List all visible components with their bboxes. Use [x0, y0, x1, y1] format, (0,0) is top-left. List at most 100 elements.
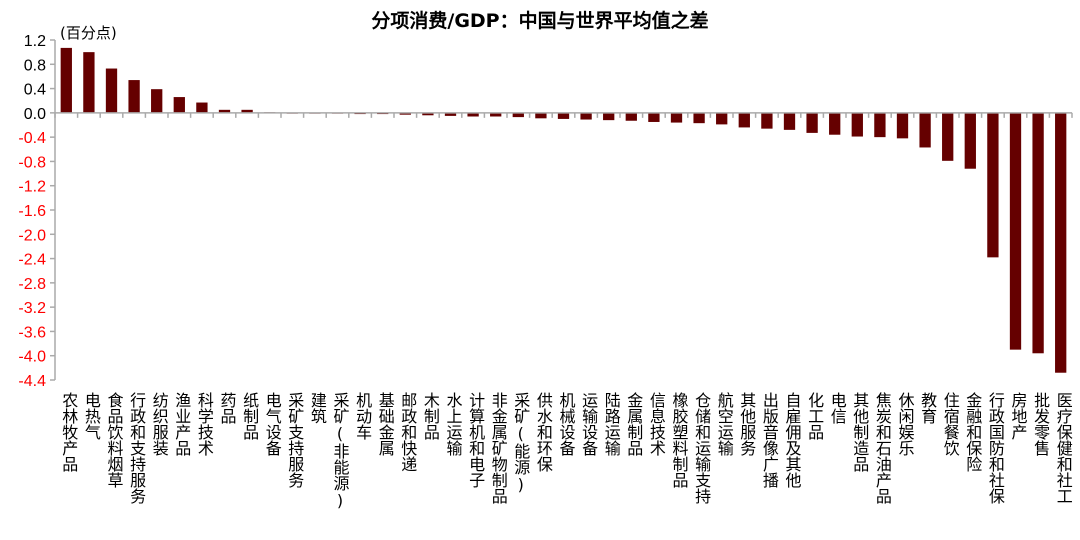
x-category-label: 金属制品: [624, 392, 644, 456]
bar: [151, 89, 163, 113]
bar: [829, 112, 841, 135]
x-category-label: 自雇佣及其他: [782, 392, 802, 488]
bar: [648, 112, 660, 122]
bar: [399, 112, 411, 115]
x-category-label: 渔业产品: [172, 392, 192, 456]
bar: [490, 112, 502, 117]
x-category-label: 其他制造品: [850, 392, 870, 472]
x-category-label: 机动车: [353, 392, 373, 440]
x-category-label: 非金属矿物制品: [488, 392, 508, 504]
x-category-label: 运输设备: [579, 392, 599, 456]
y-tick-label: 0.4: [24, 82, 46, 99]
bar: [1009, 112, 1022, 350]
bar: [919, 112, 931, 148]
x-category-label: 采矿(能源): [511, 392, 531, 494]
x-category-label: 纸制品: [240, 392, 260, 440]
x-category-label: 采矿支持服务: [285, 392, 305, 488]
bar: [670, 112, 683, 123]
bar: [422, 112, 434, 116]
x-category-label: 电热气: [81, 392, 101, 440]
bar: [128, 80, 140, 113]
y-tick-label: -4.4: [18, 373, 46, 390]
bar: [1032, 112, 1044, 354]
x-category-label: 出版音像广播: [759, 392, 779, 488]
y-tick-label: 1.2: [24, 33, 46, 50]
bar: [851, 112, 863, 137]
x-category-label: 木制品: [420, 392, 440, 440]
y-tick-label: -0.4: [18, 130, 46, 147]
x-category-label: 橡胶塑料制品: [669, 392, 689, 488]
bar: [783, 112, 796, 130]
x-category-label: 农林牧产品: [59, 392, 79, 472]
x-category-label: 电信: [827, 392, 847, 424]
x-category-label: 医疗保健和社工: [1053, 392, 1073, 504]
y-tick-label: -1.6: [18, 203, 46, 220]
bar: [738, 112, 750, 128]
x-category-label: 仓储和运输支持: [692, 392, 712, 504]
x-category-label: 纺织服装: [149, 392, 169, 456]
bar: [1055, 112, 1067, 373]
bar: [444, 112, 457, 116]
x-category-label: 房地产: [1008, 392, 1028, 440]
y-tick-label: -2.0: [18, 227, 46, 244]
x-category-label: 科学技术: [194, 392, 214, 456]
y-tick-label: -4.0: [18, 349, 46, 366]
x-category-label: 建筑: [307, 392, 327, 424]
x-category-label: 邮政和快递: [398, 392, 418, 472]
x-category-label: 金融和保险: [963, 392, 983, 472]
x-category-label: 信息技术: [646, 392, 666, 456]
x-category-label: 药品: [217, 392, 237, 424]
bar: [942, 112, 954, 161]
x-category-label: 批发零售: [1031, 392, 1051, 456]
y-tick-label: -2.8: [18, 276, 46, 293]
bar: [512, 112, 524, 118]
x-category-label: 机械设备: [556, 392, 576, 456]
x-category-label: 电气设备: [262, 392, 282, 456]
x-category-label: 供水和环保: [533, 392, 553, 472]
bar: [806, 112, 818, 133]
x-category-label: 水上运输: [443, 392, 463, 456]
bar: [105, 68, 118, 113]
x-category-label: 食品饮料烟草: [104, 392, 124, 488]
bar: [964, 112, 976, 169]
bar: [896, 112, 909, 139]
x-category-label: 行政和支持服务: [127, 392, 147, 504]
x-category-label: 基础金属: [375, 392, 395, 456]
x-category-label: 住宿餐饮: [940, 392, 960, 456]
bar: [987, 112, 999, 258]
bar: [761, 112, 773, 129]
bar: [467, 112, 479, 117]
bar: [60, 47, 72, 113]
bar: [625, 112, 637, 121]
bar: [580, 112, 592, 120]
bar: [83, 52, 95, 113]
x-category-label: 计算机和电子: [466, 392, 486, 488]
bar: [196, 102, 208, 113]
y-tick-label: 0.0: [24, 106, 46, 123]
y-tick-label: -1.2: [18, 179, 46, 196]
bar: [535, 112, 547, 119]
y-tick-label: -3.2: [18, 300, 46, 317]
y-tick-label: -2.4: [18, 252, 46, 269]
y-axis-unit-label: (百分点): [60, 24, 117, 42]
x-category-label: 行政国防和社保: [985, 392, 1005, 504]
x-category-label: 焦炭和石油产品: [872, 392, 892, 504]
x-category-label: 教育: [918, 392, 938, 424]
x-category-label: 化工品: [805, 392, 825, 440]
bar: [218, 109, 231, 113]
bar: [557, 112, 570, 119]
bar: [693, 112, 705, 124]
x-category-label: 采矿(非能源): [330, 392, 350, 510]
x-category-label: 航空运输: [714, 392, 734, 456]
x-category-label: 休闲娱乐: [895, 392, 915, 456]
x-category-label: 陆路运输: [601, 392, 621, 456]
x-category-label: 其他服务: [737, 392, 757, 456]
bar: [241, 109, 253, 113]
bar: [716, 112, 728, 125]
chart-title: 分项消费/GDP：中国与世界平均值之差: [371, 10, 709, 32]
bar: [874, 112, 886, 138]
bar: [173, 97, 185, 113]
y-tick-label: -3.6: [18, 324, 46, 341]
